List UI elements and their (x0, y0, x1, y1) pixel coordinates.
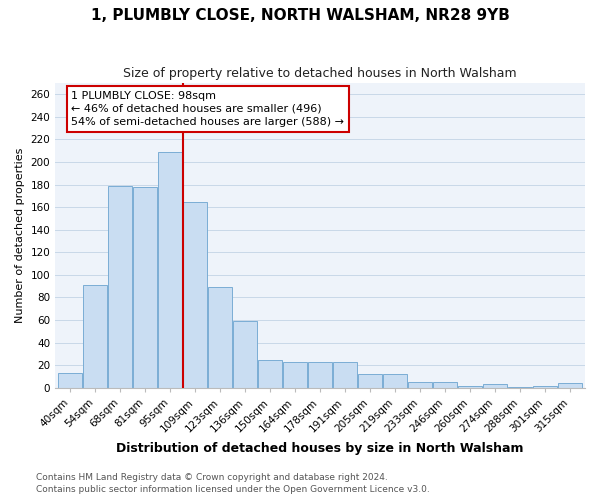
Bar (83, 285, 107, 388)
Bar (58, 373, 82, 388)
Bar (433, 382, 457, 388)
Bar (183, 202, 208, 388)
X-axis label: Distribution of detached houses by size in North Walsham: Distribution of detached houses by size … (116, 442, 524, 455)
Bar (158, 152, 182, 388)
Bar (208, 288, 232, 388)
Bar (133, 187, 157, 388)
Bar (408, 382, 432, 388)
Bar (533, 386, 557, 388)
Y-axis label: Number of detached properties: Number of detached properties (15, 148, 25, 323)
Bar (508, 386, 532, 388)
Bar (308, 362, 332, 388)
Title: Size of property relative to detached houses in North Walsham: Size of property relative to detached ho… (123, 68, 517, 80)
Text: 1 PLUMBLY CLOSE: 98sqm
← 46% of detached houses are smaller (496)
54% of semi-de: 1 PLUMBLY CLOSE: 98sqm ← 46% of detached… (71, 90, 344, 127)
Bar (233, 321, 257, 388)
Bar (383, 374, 407, 388)
Bar (108, 186, 133, 388)
Text: Contains HM Land Registry data © Crown copyright and database right 2024.
Contai: Contains HM Land Registry data © Crown c… (36, 473, 430, 494)
Bar (283, 362, 307, 388)
Bar (483, 384, 507, 388)
Bar (258, 360, 283, 388)
Bar (458, 386, 482, 388)
Bar (358, 374, 382, 388)
Text: 1, PLUMBLY CLOSE, NORTH WALSHAM, NR28 9YB: 1, PLUMBLY CLOSE, NORTH WALSHAM, NR28 9Y… (91, 8, 509, 22)
Bar (558, 384, 582, 388)
Bar (333, 362, 358, 388)
